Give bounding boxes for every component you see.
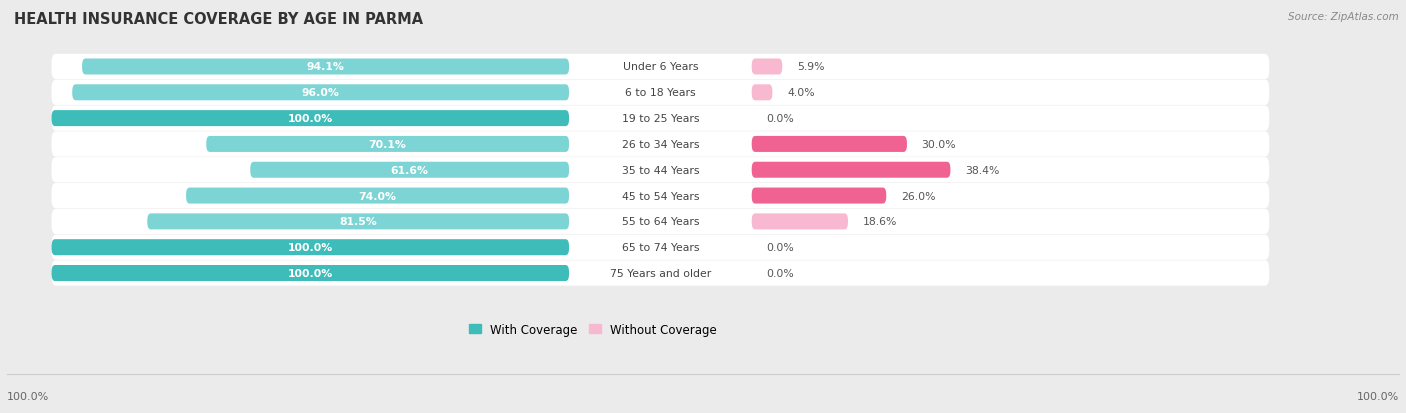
Text: 45 to 54 Years: 45 to 54 Years [621, 191, 699, 201]
Text: 18.6%: 18.6% [862, 217, 897, 227]
Text: 26.0%: 26.0% [901, 191, 935, 201]
FancyBboxPatch shape [52, 111, 569, 127]
Text: 75 Years and older: 75 Years and older [610, 268, 711, 278]
Legend: With Coverage, Without Coverage: With Coverage, Without Coverage [464, 318, 721, 341]
Text: 70.1%: 70.1% [368, 140, 406, 150]
Text: Under 6 Years: Under 6 Years [623, 62, 699, 72]
FancyBboxPatch shape [148, 214, 569, 230]
Text: 100.0%: 100.0% [1357, 391, 1399, 401]
FancyBboxPatch shape [52, 261, 1270, 286]
FancyBboxPatch shape [52, 183, 1270, 209]
Text: Source: ZipAtlas.com: Source: ZipAtlas.com [1288, 12, 1399, 22]
Text: 26 to 34 Years: 26 to 34 Years [621, 140, 699, 150]
Text: 30.0%: 30.0% [921, 140, 956, 150]
Text: 0.0%: 0.0% [766, 242, 794, 253]
FancyBboxPatch shape [52, 132, 1270, 157]
FancyBboxPatch shape [752, 59, 782, 75]
Text: 4.0%: 4.0% [787, 88, 814, 98]
FancyBboxPatch shape [752, 188, 886, 204]
FancyBboxPatch shape [52, 235, 1270, 260]
FancyBboxPatch shape [186, 188, 569, 204]
FancyBboxPatch shape [250, 162, 569, 178]
FancyBboxPatch shape [52, 266, 569, 281]
Text: 96.0%: 96.0% [302, 88, 340, 98]
Text: 5.9%: 5.9% [797, 62, 824, 72]
Text: 100.0%: 100.0% [288, 268, 333, 278]
Text: 38.4%: 38.4% [965, 165, 1000, 176]
Text: 19 to 25 Years: 19 to 25 Years [621, 114, 699, 124]
Text: 6 to 18 Years: 6 to 18 Years [626, 88, 696, 98]
FancyBboxPatch shape [52, 106, 1270, 131]
FancyBboxPatch shape [82, 59, 569, 75]
FancyBboxPatch shape [52, 240, 569, 256]
Text: 100.0%: 100.0% [288, 114, 333, 124]
FancyBboxPatch shape [752, 137, 907, 152]
Text: 61.6%: 61.6% [391, 165, 429, 176]
Text: 0.0%: 0.0% [766, 114, 794, 124]
Text: 35 to 44 Years: 35 to 44 Years [621, 165, 699, 176]
Text: 65 to 74 Years: 65 to 74 Years [621, 242, 699, 253]
FancyBboxPatch shape [52, 209, 1270, 235]
Text: 55 to 64 Years: 55 to 64 Years [621, 217, 699, 227]
FancyBboxPatch shape [752, 162, 950, 178]
Text: 81.5%: 81.5% [339, 217, 377, 227]
FancyBboxPatch shape [52, 158, 1270, 183]
FancyBboxPatch shape [752, 214, 848, 230]
Text: 94.1%: 94.1% [307, 62, 344, 72]
FancyBboxPatch shape [752, 85, 772, 101]
FancyBboxPatch shape [207, 137, 569, 152]
FancyBboxPatch shape [72, 85, 569, 101]
FancyBboxPatch shape [52, 55, 1270, 80]
Text: 100.0%: 100.0% [288, 242, 333, 253]
Text: 100.0%: 100.0% [7, 391, 49, 401]
FancyBboxPatch shape [52, 81, 1270, 106]
Text: HEALTH INSURANCE COVERAGE BY AGE IN PARMA: HEALTH INSURANCE COVERAGE BY AGE IN PARM… [14, 12, 423, 27]
Text: 74.0%: 74.0% [359, 191, 396, 201]
Text: 0.0%: 0.0% [766, 268, 794, 278]
